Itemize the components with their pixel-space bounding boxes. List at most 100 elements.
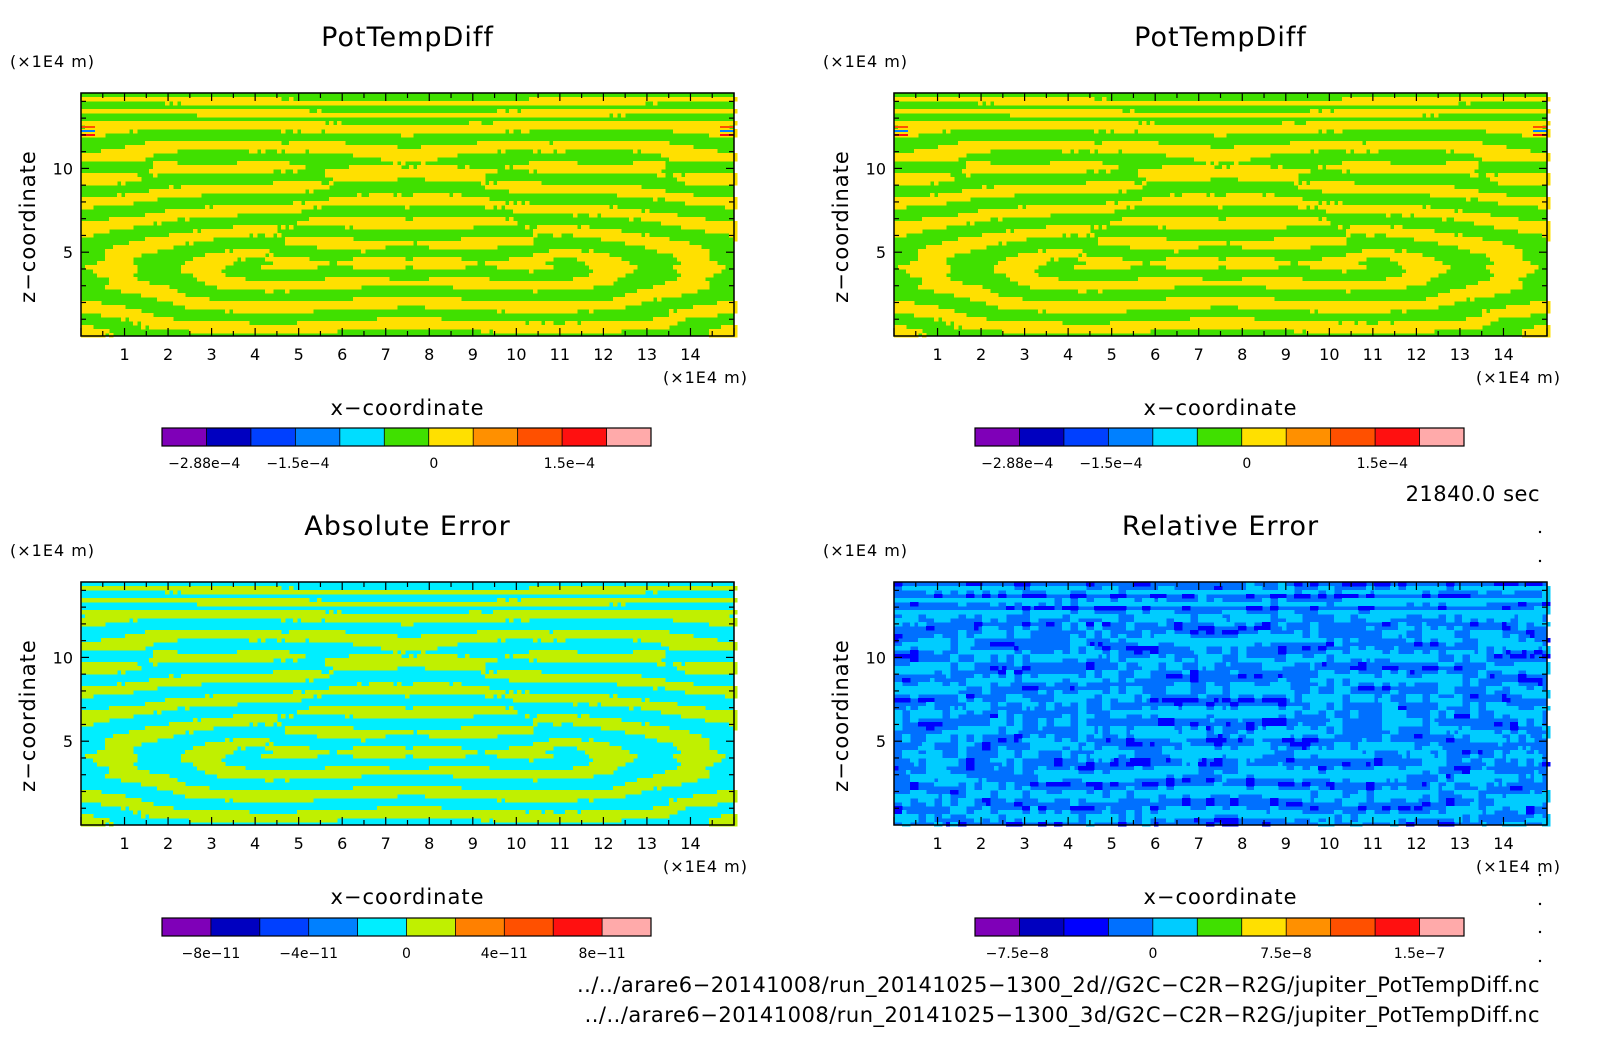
file-path-1: ../../arare6−20141008/run_20141025−1300_… <box>577 973 1540 998</box>
x-tick-label: 1 <box>119 834 129 853</box>
y-axis: 5 10 <box>53 100 734 320</box>
x-tick-label: 12 <box>1406 345 1426 364</box>
colorbar-tick-label: 4e−11 <box>481 946 528 962</box>
file-path-2: ../../arare6−20141008/run_20141025−1300_… <box>585 1003 1540 1028</box>
x-axis: 1 2 3 4 5 6 7 8 9 10 11 12 13 14 <box>893 93 1548 364</box>
x-tick-label: 6 <box>337 834 347 853</box>
y-tick-label: 5 <box>63 243 73 262</box>
x-tick-label: 5 <box>294 345 304 364</box>
colorbar-segment <box>606 428 652 446</box>
colorbar-segment <box>504 918 554 936</box>
chart-title: Absolute Error <box>304 511 510 542</box>
x-unit-label: (×1E4 m) <box>1476 368 1561 387</box>
colorbar-tick-label: 8e−11 <box>579 946 626 962</box>
colorbar-tick-label: 0 <box>402 946 411 962</box>
colorbar-segment <box>975 428 1020 446</box>
heatmap-field <box>894 93 1551 338</box>
y-axis-label: z−coordinate <box>829 639 853 792</box>
x-tick-label: 2 <box>976 834 986 853</box>
colorbar-segment <box>975 918 1020 936</box>
colorbar-segment <box>210 918 261 936</box>
colorbar-tick-label: 0 <box>429 456 438 472</box>
x-tick-label: 3 <box>1020 834 1030 853</box>
x-tick-label: 1 <box>932 345 942 364</box>
x-tick-label: 8 <box>1237 345 1247 364</box>
y-axis: 5 10 <box>866 100 1547 320</box>
colorbar-segment <box>1419 918 1465 936</box>
colorbar-segment <box>162 428 207 446</box>
x-unit-label: (×1E4 m) <box>663 857 748 876</box>
x-tick-label: 12 <box>593 345 613 364</box>
y-tick-label: 10 <box>53 159 73 178</box>
y-tick-label: 10 <box>866 159 886 178</box>
x-tick-label: 11 <box>1363 834 1383 853</box>
x-tick-label: 14 <box>1493 345 1513 364</box>
x-tick-label: 14 <box>1493 834 1513 853</box>
colorbar-tick-label: −1.5e−4 <box>1079 456 1142 472</box>
colorbar-tick-label: −1.5e−4 <box>266 456 329 472</box>
colorbar-segment <box>357 918 407 936</box>
x-tick-label: 8 <box>1237 834 1247 853</box>
colorbar-segment <box>455 918 505 936</box>
x-tick-label: 5 <box>1107 834 1117 853</box>
colorbar-segment <box>1419 428 1465 446</box>
colorbar-segment <box>1241 428 1287 446</box>
x-tick-label: 8 <box>424 834 434 853</box>
x-tick-label: 4 <box>250 834 260 853</box>
colorbar-segment <box>1108 428 1154 446</box>
chart-title: PotTempDiff <box>1134 22 1307 53</box>
x-tick-label: 1 <box>119 345 129 364</box>
x-tick-label: 2 <box>163 834 173 853</box>
colorbar-segment <box>602 918 652 936</box>
x-tick-label: 7 <box>381 834 391 853</box>
x-tick-label: 9 <box>468 834 478 853</box>
y-tick-label: 10 <box>53 648 73 667</box>
x-tick-label: 11 <box>550 345 570 364</box>
heatmap-field <box>894 582 1551 827</box>
x-unit-label: (×1E4 m) <box>663 368 748 387</box>
x-tick-label: 9 <box>1281 834 1291 853</box>
y-tick-label: 10 <box>866 648 886 667</box>
colorbar-segment <box>1241 918 1287 936</box>
x-tick-label: 4 <box>1063 834 1073 853</box>
colorbar-segment <box>1286 918 1332 936</box>
heatmap-field <box>81 93 738 338</box>
colorbar-segment <box>1330 918 1376 936</box>
colorbar-segment <box>308 918 358 936</box>
colorbar: −8e−11 −4e−11 0 4e−11 8e−11 <box>161 917 652 962</box>
x-tick-label: 13 <box>1450 345 1470 364</box>
y-unit-label: (×1E4 m) <box>10 52 95 71</box>
chart-panel-3: Absolute Error(×1E4 m)1 2 3 4 5 6 7 8 9 10 11 12 13 1… <box>10 511 748 962</box>
x-tick-label: 14 <box>680 834 700 853</box>
x-tick-label: 1 <box>932 834 942 853</box>
colorbar: −2.88e−4 −1.5e−4 0 1.5e−4 <box>161 427 652 472</box>
colorbar-tick-label: −2.88e−4 <box>981 456 1053 472</box>
colorbar-tick-label: −2.88e−4 <box>168 456 240 472</box>
colorbar-segment <box>295 428 341 446</box>
x-tick-label: 4 <box>1063 345 1073 364</box>
x-unit-label: (×1E4 m) <box>1476 857 1561 876</box>
x-axis: 1 2 3 4 5 6 7 8 9 10 11 12 13 14 <box>80 582 735 853</box>
chart-panel-1: PotTempDiff(×1E4 m)1 2 3 4 5 6 7 8 9 10 11 12 13 14(×… <box>10 22 748 472</box>
colorbar-segment <box>517 428 563 446</box>
x-tick-label: 3 <box>207 834 217 853</box>
y-axis: 5 10 <box>866 589 1547 809</box>
colorbar-segment <box>428 428 474 446</box>
colorbar-segment <box>473 428 519 446</box>
x-tick-label: 13 <box>637 834 657 853</box>
colorbar-tick-label: 1.5e−4 <box>1357 456 1409 472</box>
y-axis-label: z−coordinate <box>16 150 40 303</box>
colorbar-tick-label: 0 <box>1242 456 1251 472</box>
colorbar-segment <box>406 918 456 936</box>
y-axis-label: z−coordinate <box>829 150 853 303</box>
x-tick-label: 10 <box>506 834 526 853</box>
y-tick-label: 5 <box>63 732 73 751</box>
colorbar-segment <box>259 918 310 936</box>
x-tick-label: 9 <box>468 345 478 364</box>
colorbar-segment <box>1063 428 1109 446</box>
colorbar-segment <box>562 428 607 446</box>
x-tick-label: 5 <box>1107 345 1117 364</box>
x-tick-label: 2 <box>976 345 986 364</box>
x-tick-label: 7 <box>1194 345 1204 364</box>
colorbar-segment <box>1108 918 1154 936</box>
